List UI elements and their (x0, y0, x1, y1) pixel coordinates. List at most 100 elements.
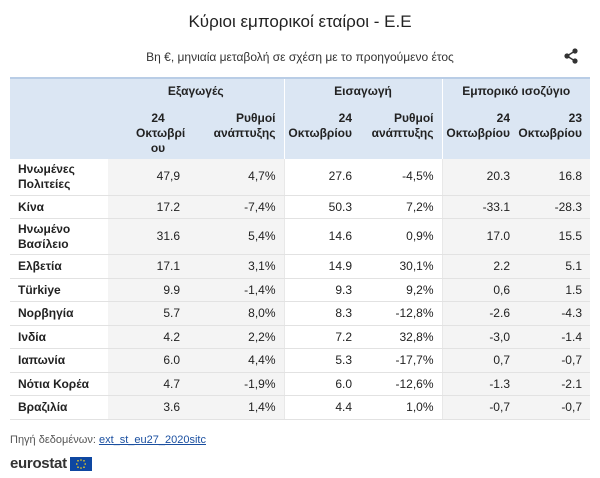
cell-value: 1.5 (518, 278, 590, 302)
cell-value: 17.0 (441, 218, 518, 255)
chart-title: Κύριοι εμπορικοί εταίροι - Ε.Ε (188, 12, 412, 31)
group-header-row: Εξαγωγές Εισαγωγή Εμπορικό ισοζύγιο (10, 77, 590, 103)
cell-value: 14.6 (283, 218, 360, 255)
row-country: Ελβετία (10, 254, 108, 279)
cell-value: -0,7 (518, 348, 590, 373)
source-link[interactable]: ext_st_eu27_2020sitc (98, 434, 206, 446)
row-country: Ηνωμένο Βασίλειο (10, 218, 108, 255)
table-row: Ιαπωνία 6.0 4,4% 5.3 -17,7% 0,7 -0,7 (10, 348, 590, 373)
cell-value: 8,0% (188, 301, 284, 326)
column-header-row: 24 Οκτωβρί ου Ρυθμοί ανάπτυξης 24 Οκτωβρ… (10, 103, 590, 159)
logo-text: eurostat (10, 455, 67, 472)
cell-value: 20.3 (441, 159, 518, 196)
cell-value: 2,2% (188, 325, 284, 349)
col-exports-oct24: 24 Οκτωβρί ου (108, 103, 188, 159)
cell-value: 4,4% (188, 348, 284, 373)
row-country: Νορβηγία (10, 301, 108, 326)
col-balance-oct23: 23 Οκτωβρίου (518, 103, 590, 159)
cell-value: 1,4% (188, 395, 284, 420)
row-country: Νότια Κορέα (10, 372, 108, 396)
cell-value: -0,7 (441, 395, 518, 420)
table-row: Ελβετία 17.1 3,1% 14.9 30,1% 2.2 5.1 (10, 254, 590, 279)
table-row: Βραζιλία 3.6 1,4% 4.4 1,0% -0,7 -0,7 (10, 395, 590, 420)
row-country: Türkiye (10, 278, 108, 302)
cell-value: -12,6% (360, 372, 442, 396)
cell-value: -4.3 (518, 301, 590, 326)
cell-value: -2.6 (441, 301, 518, 326)
cell-value: -33.1 (441, 195, 518, 219)
cell-value: -17,7% (360, 348, 442, 373)
col-balance-oct24: 24 Οκτωβρίου (441, 103, 518, 159)
cell-value: 4.4 (283, 395, 360, 420)
table-row: Ηνωμένες Πολιτείες 47,9 4,7% 27.6 -4,5% 20.3 1… (10, 159, 590, 196)
cell-value: 3.6 (108, 395, 188, 420)
group-balance: Εμπορικό ισοζύγιο (441, 77, 590, 103)
data-source: Πηγή δεδομένων: ext_st_eu27_2020sitc (10, 434, 206, 446)
corner-cell (10, 77, 108, 103)
table-row: Ινδία 4.2 2,2% 7.2 32,8% -3,0 -1.4 (10, 325, 590, 349)
cell-value: -7,4% (188, 195, 284, 219)
cell-value: 9.9 (108, 278, 188, 302)
cell-value: 9.3 (283, 278, 360, 302)
cell-value: -28.3 (518, 195, 590, 219)
cell-value: 4.2 (108, 325, 188, 349)
eurostat-logo: eurostat (10, 455, 92, 472)
col-imports-oct24: 24 Οκτωβρίου (283, 103, 360, 159)
cell-value: -4,5% (360, 159, 442, 196)
cell-value: -1,9% (188, 372, 284, 396)
col-imports-growth: Ρυθμοί ανάπτυξης (360, 103, 442, 159)
cell-value: 3,1% (188, 254, 284, 279)
cell-value: 6.0 (283, 372, 360, 396)
cell-value: 5.3 (283, 348, 360, 373)
cell-value: 31.6 (108, 218, 188, 255)
trade-partners-table: Εξαγωγές Εισαγωγή Εμπορικό ισοζύγιο 24 Ο… (10, 77, 590, 420)
chart-subtitle: Βη €, μηνιαία μεταβολή σε σχέση με το πρ… (146, 50, 454, 64)
cell-value: 2.2 (441, 254, 518, 279)
source-label: Πηγή δεδομένων: (10, 434, 96, 446)
cell-value: 7.2 (283, 325, 360, 349)
cell-value: 15.5 (518, 218, 590, 255)
row-country: Ηνωμένες Πολιτείες (10, 159, 108, 196)
cell-value: 30,1% (360, 254, 442, 279)
cell-value: -3,0 (441, 325, 518, 349)
cell-value: 4,7% (188, 159, 284, 196)
cell-value: 5.1 (518, 254, 590, 279)
cell-value: 32,8% (360, 325, 442, 349)
row-country: Ιαπωνία (10, 348, 108, 373)
cell-value: 27.6 (283, 159, 360, 196)
table-row: Ηνωμένο Βασίλειο 31.6 5,4% 14.6 0,9% 17.0 15.5 (10, 218, 590, 255)
cell-value: 5.7 (108, 301, 188, 326)
cell-value: 0,6 (441, 278, 518, 302)
row-country: Βραζιλία (10, 395, 108, 420)
cell-value: 9,2% (360, 278, 442, 302)
row-country: Ινδία (10, 325, 108, 349)
share-icon[interactable] (562, 47, 580, 65)
table-row: Κίνα 17.2 -7,4% 50.3 7,2% -33.1 -28.3 (10, 195, 590, 219)
cell-value: 14.9 (283, 254, 360, 279)
cell-value: -0,7 (518, 395, 590, 420)
group-imports: Εισαγωγή (283, 77, 442, 103)
cell-value: 17.1 (108, 254, 188, 279)
cell-value: 0,7 (441, 348, 518, 373)
col-exports-growth: Ρυθμοί ανάπτυξης (188, 103, 284, 159)
cell-value: 5,4% (188, 218, 284, 255)
cell-value: -2.1 (518, 372, 590, 396)
cell-value: 47,9 (108, 159, 188, 196)
cell-value: 50.3 (283, 195, 360, 219)
table-row: Νορβηγία 5.7 8,0% 8.3 -12,8% -2.6 -4.3 (10, 301, 590, 326)
row-country: Κίνα (10, 195, 108, 219)
cell-value: 0,9% (360, 218, 442, 255)
cell-value: 16.8 (518, 159, 590, 196)
cell-value: -1.3 (441, 372, 518, 396)
cell-value: 6.0 (108, 348, 188, 373)
cell-value: 4.7 (108, 372, 188, 396)
cell-value: -1.4 (518, 325, 590, 349)
eu-flag-icon (69, 456, 92, 471)
col-header-c1: 24 Οκτωβρί ου (136, 111, 186, 155)
cell-value: -1,4% (188, 278, 284, 302)
table-row: Türkiye 9.9 -1,4% 9.3 9,2% 0,6 1.5 (10, 278, 590, 302)
cell-value: 17.2 (108, 195, 188, 219)
cell-value: 1,0% (360, 395, 442, 420)
cell-value: 7,2% (360, 195, 442, 219)
cell-value: 8.3 (283, 301, 360, 326)
